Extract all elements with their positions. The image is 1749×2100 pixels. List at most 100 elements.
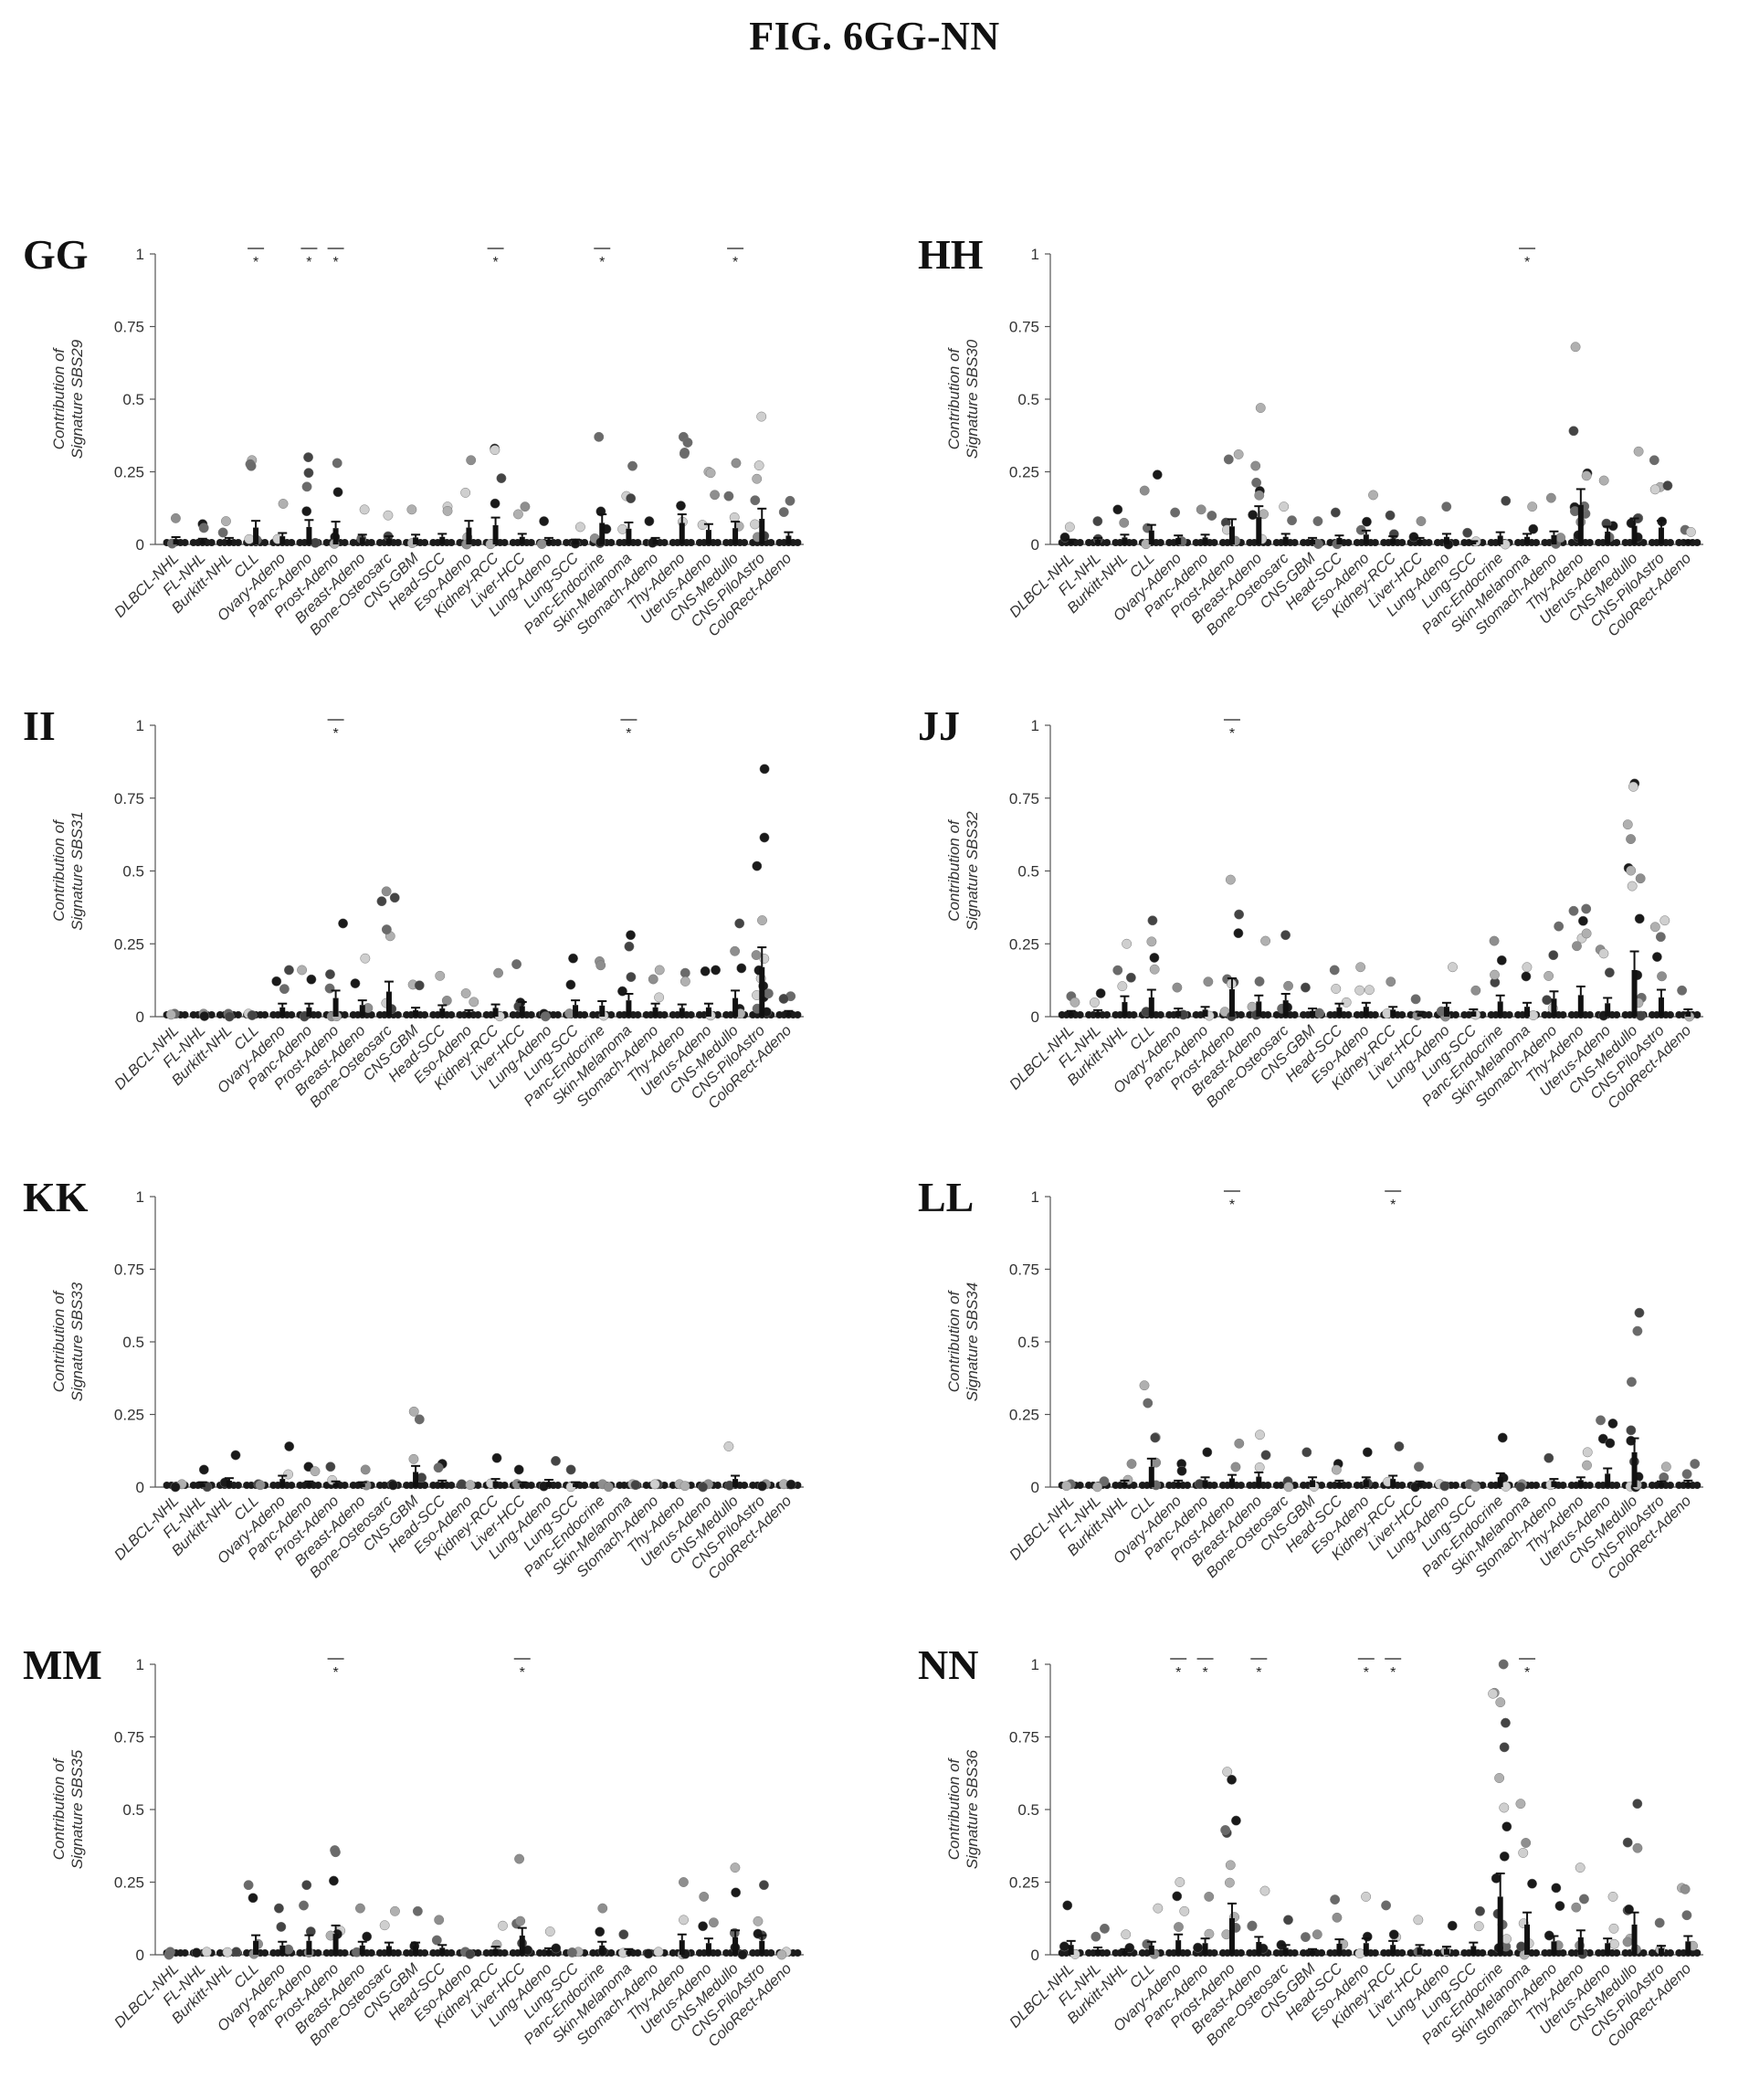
data-point <box>1598 948 1609 959</box>
mean-bar <box>1095 1011 1101 1017</box>
data-point <box>1331 1464 1342 1475</box>
data-point <box>1368 490 1378 501</box>
data-point <box>1237 1011 1245 1018</box>
mean-bar <box>253 1940 259 1955</box>
data-point <box>421 1949 429 1957</box>
data-point <box>1613 1011 1621 1018</box>
data-point <box>284 1441 295 1451</box>
data-point <box>1371 539 1379 546</box>
data-point <box>1225 1860 1236 1871</box>
mean-bar <box>545 1949 552 1955</box>
data-point <box>1425 1011 1433 1018</box>
data-point <box>1089 997 1100 1008</box>
mean-bar <box>385 538 392 544</box>
data-point <box>434 1915 445 1926</box>
data-point <box>469 997 479 1008</box>
data-point <box>654 992 665 1003</box>
data-point <box>283 965 294 976</box>
data-point <box>490 445 500 456</box>
mean-bar <box>1122 1002 1128 1017</box>
data-point <box>217 527 228 538</box>
y-tick-label: 0.25 <box>114 935 144 953</box>
data-point <box>785 495 795 506</box>
significance-marker: * <box>1229 1198 1235 1213</box>
data-point <box>441 995 452 1006</box>
y-tick-label: 0.25 <box>1009 1407 1039 1424</box>
data-point <box>539 516 550 527</box>
y-tick-label: 1 <box>1031 1188 1039 1206</box>
mean-bar <box>1631 969 1638 1017</box>
data-point <box>750 495 761 506</box>
mean-bar <box>1068 541 1074 544</box>
data-point <box>1329 965 1340 976</box>
mean-bar <box>1336 1482 1343 1487</box>
data-point <box>271 976 282 987</box>
data-point <box>448 1011 456 1018</box>
y-axis-label: Contribution of <box>945 1289 963 1392</box>
data-point <box>649 1479 660 1490</box>
data-point <box>1627 881 1638 892</box>
data-point <box>1571 1902 1582 1913</box>
data-point <box>1062 1900 1073 1911</box>
data-point <box>565 979 576 990</box>
mean-bar <box>705 530 711 544</box>
data-point <box>540 1011 551 1022</box>
data-point <box>1495 1697 1506 1708</box>
y-tick-label: 0.25 <box>114 1407 144 1424</box>
data-point <box>1237 1482 1245 1489</box>
data-point <box>1634 1307 1645 1318</box>
mean-bar <box>306 1483 312 1487</box>
data-point <box>634 1949 642 1957</box>
data-point <box>431 1935 442 1946</box>
data-point <box>1130 1011 1138 1018</box>
mean-bar <box>1336 1007 1343 1017</box>
data-point <box>654 965 665 976</box>
data-point <box>1150 1432 1161 1443</box>
data-point <box>1568 905 1579 916</box>
mean-bar <box>1228 1478 1235 1487</box>
mean-bar <box>1524 536 1531 544</box>
data-point <box>1657 971 1667 982</box>
data-point <box>1505 1011 1513 1018</box>
data-point <box>1681 1910 1692 1921</box>
mean-bar <box>1363 1943 1369 1955</box>
mean-bar <box>1577 995 1584 1017</box>
mean-bar <box>1175 1010 1182 1017</box>
data-point <box>1312 516 1323 527</box>
data-point <box>1473 1921 1484 1932</box>
data-point <box>465 1480 476 1491</box>
data-point <box>1499 1851 1510 1862</box>
data-point <box>1260 1450 1271 1461</box>
data-point <box>394 1949 402 1957</box>
data-point <box>1210 1949 1218 1957</box>
mean-bar <box>413 537 419 544</box>
data-point <box>1479 1949 1487 1957</box>
data-point <box>648 974 659 985</box>
data-point <box>421 1482 429 1489</box>
data-point <box>1414 1462 1424 1472</box>
data-point <box>1247 1920 1258 1931</box>
data-point <box>1283 1482 1294 1493</box>
data-point <box>474 1482 482 1489</box>
data-point <box>752 860 763 871</box>
y-tick-label: 0.25 <box>1009 1874 1039 1892</box>
y-tick-label: 0.75 <box>1009 1261 1039 1279</box>
data-point <box>626 972 637 983</box>
data-point <box>1386 976 1396 987</box>
data-point <box>1059 532 1070 543</box>
mean-bar <box>306 526 312 544</box>
mean-bar <box>1175 1482 1182 1487</box>
data-point <box>328 1875 339 1886</box>
data-point <box>512 509 523 520</box>
data-point <box>314 1011 322 1018</box>
data-point <box>491 1452 502 1463</box>
data-point <box>421 1011 429 1018</box>
data-point <box>341 1949 349 1957</box>
data-point <box>359 504 370 515</box>
mean-bar <box>466 1011 472 1017</box>
mean-bar <box>466 527 472 544</box>
data-point <box>1690 1459 1701 1470</box>
mean-bar <box>1148 530 1154 544</box>
data-point <box>332 487 343 498</box>
data-point <box>1061 1481 1072 1492</box>
